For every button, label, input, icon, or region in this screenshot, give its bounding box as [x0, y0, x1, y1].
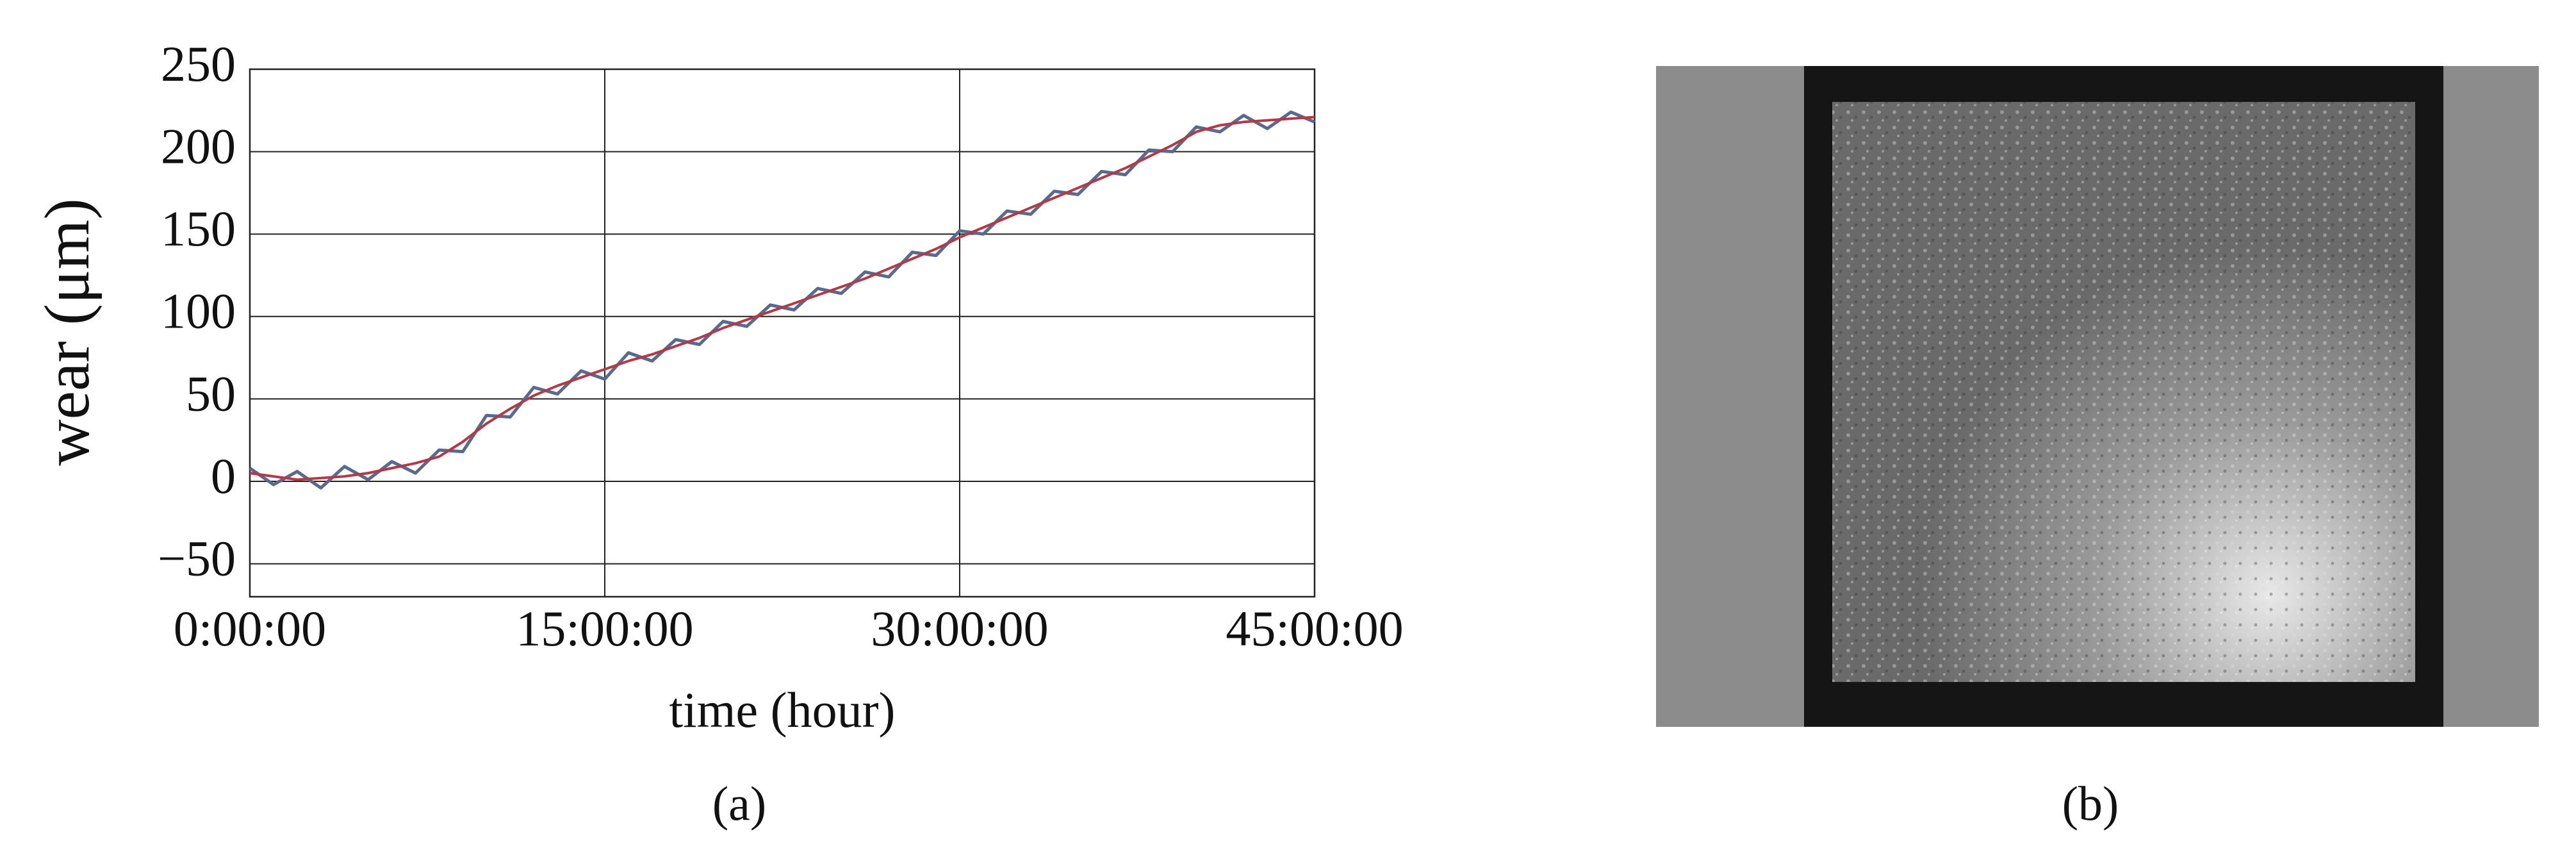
x-tick-label: 45:00:00	[1226, 601, 1403, 656]
photo-texture	[1832, 102, 2415, 682]
y-tick-label: 0	[211, 448, 236, 504]
x-tick-label: 30:00:00	[871, 601, 1048, 656]
y-tick-label: 50	[186, 365, 236, 421]
photo	[1656, 66, 2539, 727]
panel-label: (a)	[712, 777, 766, 831]
data-line	[249, 110, 1315, 490]
y-axis-title: wear (μm)	[31, 198, 103, 465]
y-tick-label: 250	[161, 36, 236, 92]
plot-frame	[249, 68, 1316, 598]
x-tick-label: 0:00:00	[174, 601, 326, 656]
y-tick-label: −50	[158, 530, 236, 586]
y-tick-label: 200	[161, 119, 236, 174]
panel-label: (b)	[2062, 777, 2119, 831]
y-tick-label: 150	[161, 201, 236, 256]
x-tick-label: 15:00:00	[516, 601, 693, 656]
x-axis-title: time (hour)	[669, 682, 895, 738]
data-line	[249, 115, 1315, 481]
y-tick-label: 100	[161, 283, 236, 339]
